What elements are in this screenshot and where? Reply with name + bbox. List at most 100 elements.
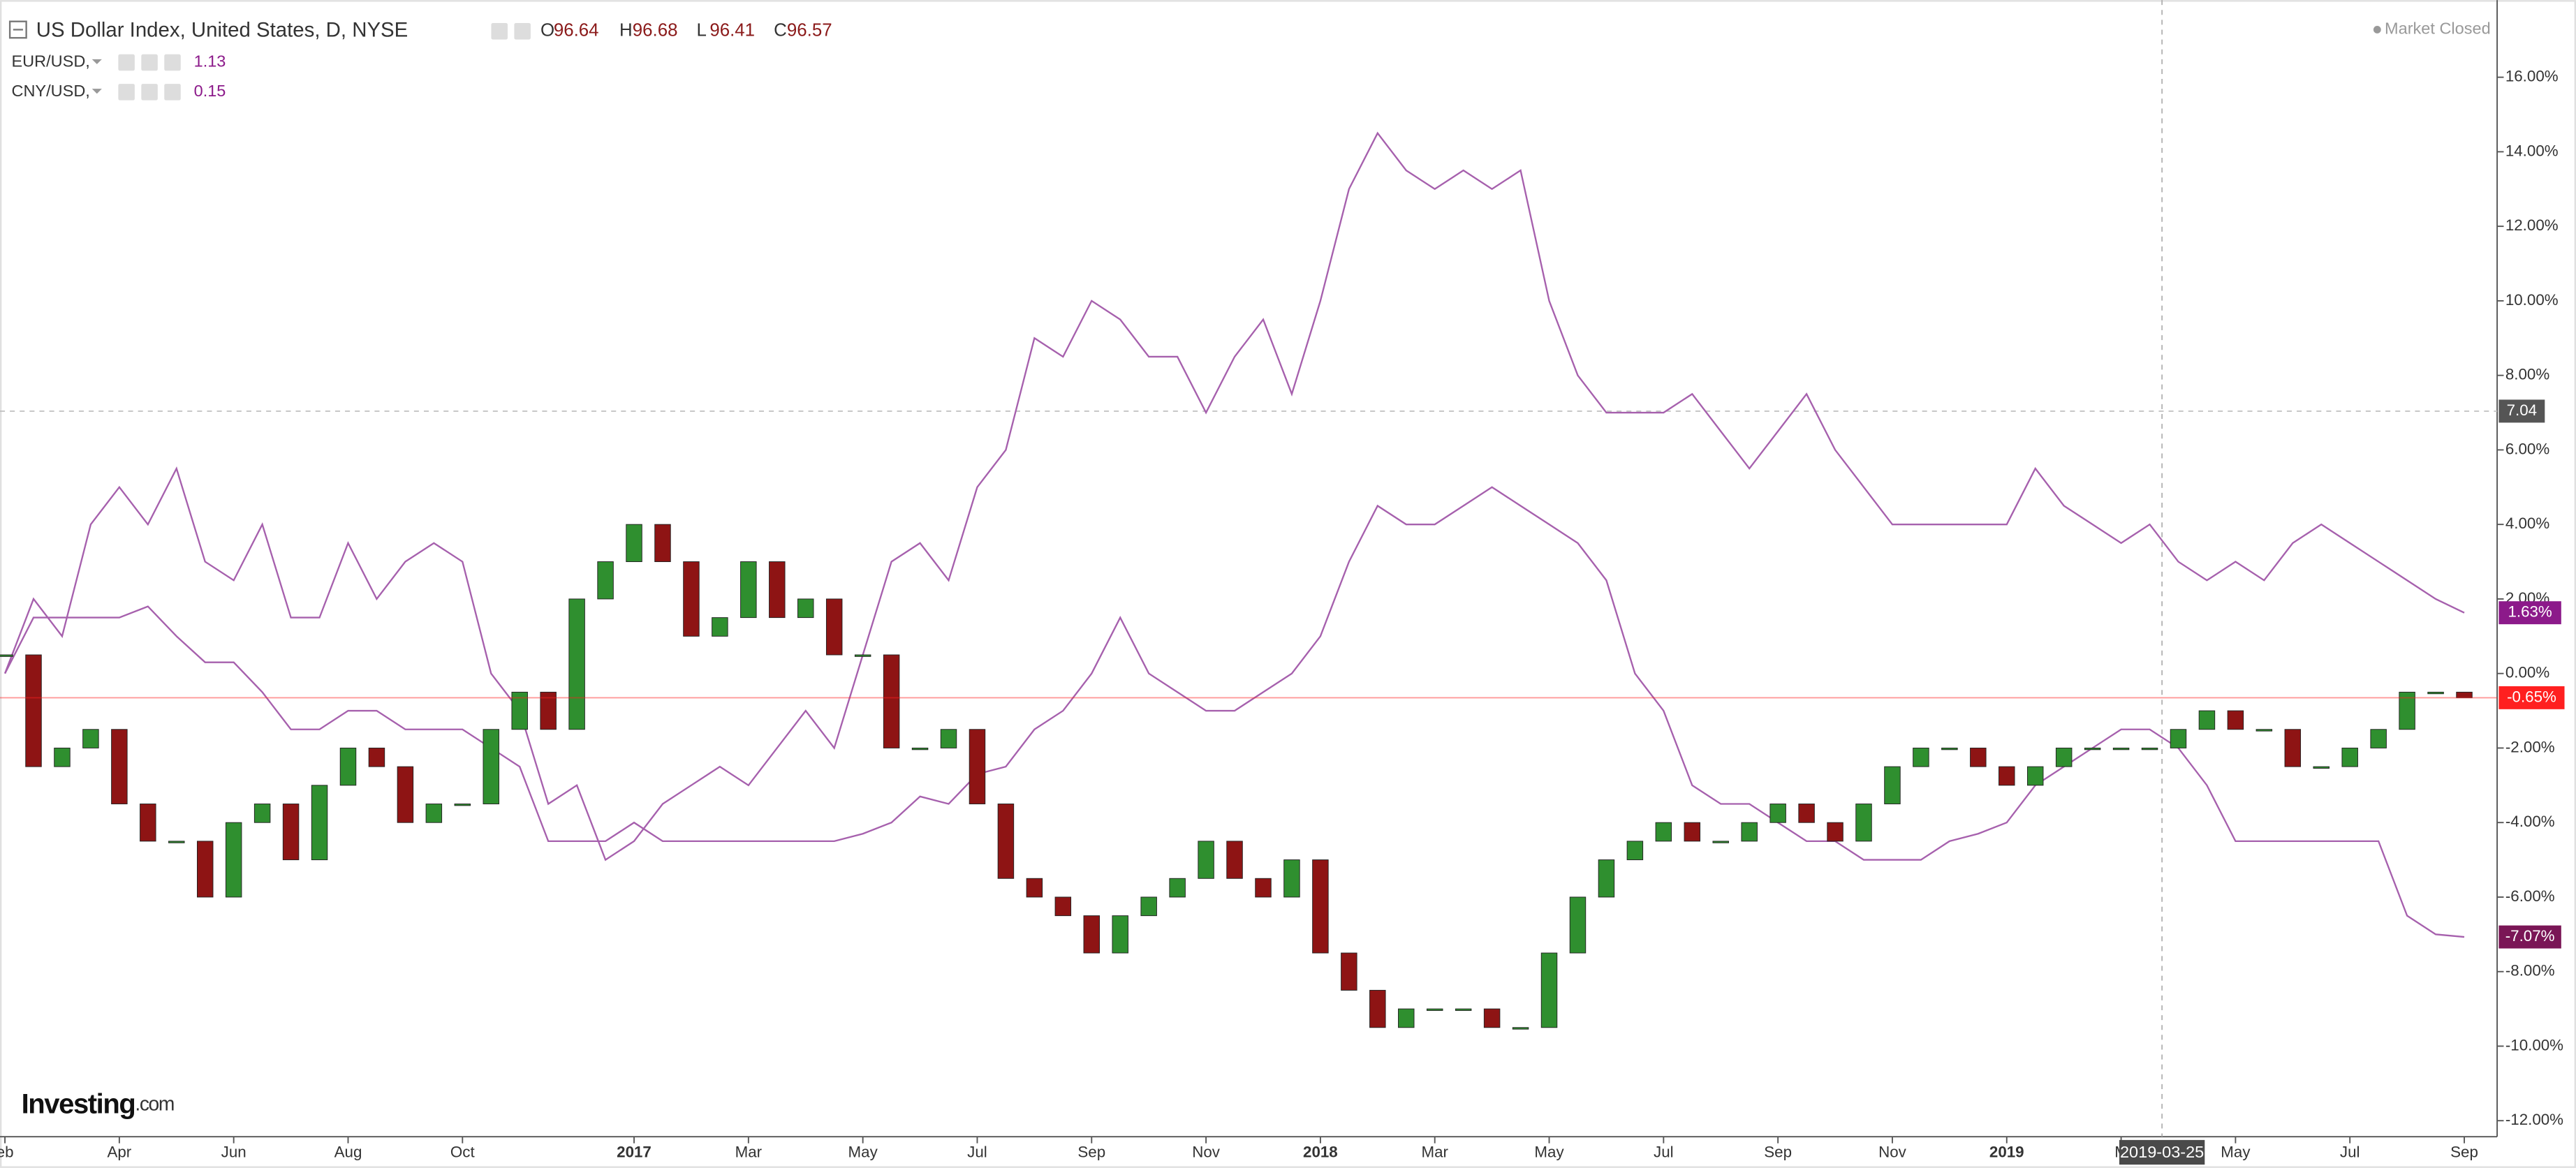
candle — [2456, 691, 2473, 698]
candle — [1341, 952, 1357, 991]
legend: EUR/USD, 1.13 CNY/USD, 0.15 — [11, 52, 226, 101]
crosshair-label: 2019-03-25 — [2120, 1143, 2204, 1161]
candle — [2026, 766, 2044, 786]
candle — [2399, 691, 2415, 730]
candle — [1198, 841, 1214, 879]
x-tick-label: Apr — [107, 1144, 131, 1161]
legend-dropdown — [91, 89, 102, 94]
price-line-label: 7.04 — [2507, 401, 2538, 419]
candle — [1054, 896, 1072, 917]
collapse-icon[interactable] — [8, 20, 27, 39]
candle — [253, 804, 271, 823]
candle — [1026, 878, 1043, 898]
plot — [0, 131, 2498, 1030]
candle — [1655, 822, 1672, 842]
legend-dropdown — [91, 59, 102, 64]
candle — [825, 598, 843, 656]
candle — [2198, 710, 2216, 730]
candle — [2370, 729, 2387, 748]
ohlc-key: L — [697, 21, 707, 40]
logo-main: Investing — [22, 1088, 135, 1119]
last-price-label: -0.65% — [2507, 688, 2556, 705]
x-tick-label: eb — [0, 1144, 13, 1161]
y-tick-label: -6.00% — [2505, 887, 2555, 905]
legend-icon — [118, 54, 135, 71]
candle — [282, 804, 300, 861]
ohlc-value: 96.41 — [709, 21, 755, 40]
x-tick-label: 2018 — [1303, 1144, 1338, 1161]
ohlc-value: 96.68 — [633, 21, 678, 40]
candle — [311, 785, 328, 861]
ohlc-key: C — [774, 21, 787, 40]
candle — [1970, 747, 1987, 767]
candle — [1712, 841, 1729, 843]
candle — [940, 729, 957, 748]
legend-icon — [141, 84, 158, 101]
candle — [1226, 841, 1243, 879]
last-value-label: 1.63% — [2508, 603, 2552, 621]
y-tick-label: 12.00% — [2505, 216, 2559, 234]
series-line — [3, 131, 2465, 862]
ohlc: O96.64 H 96.68 L 96.41 C 96.57 — [491, 21, 832, 40]
legend-icon — [164, 54, 181, 71]
candle — [1455, 1008, 1472, 1011]
candle — [2227, 710, 2244, 730]
candle — [1369, 989, 1386, 1028]
candle — [2427, 691, 2444, 695]
crosshair-box — [2119, 1139, 2205, 1165]
candle — [1540, 952, 1558, 1028]
chart-title: US Dollar Index, United States, D, NYSE — [36, 19, 409, 42]
last-value-box — [2498, 925, 2561, 949]
x-tick-label: Jul — [1654, 1144, 1674, 1161]
y-tick-label: -12.00% — [2505, 1111, 2563, 1128]
candle — [1140, 896, 1157, 917]
candle — [2341, 747, 2358, 767]
candle — [1398, 1008, 1415, 1028]
candle — [111, 729, 128, 804]
candle — [854, 654, 871, 657]
y-tick-label: 16.00% — [2505, 68, 2559, 85]
x-tick-label: 2017 — [617, 1144, 652, 1161]
legend-value: 1.13 — [194, 52, 226, 71]
settings-icon — [491, 23, 508, 40]
candle — [2055, 747, 2073, 767]
candle — [769, 561, 786, 619]
candle — [368, 747, 385, 767]
candle — [1913, 747, 1929, 767]
logo-suffix: .com — [135, 1093, 174, 1115]
candle — [1483, 1008, 1501, 1028]
y-tick-label: -4.00% — [2505, 813, 2555, 830]
candle — [54, 747, 71, 767]
candle — [2141, 747, 2158, 751]
legend-icon — [164, 84, 181, 101]
candle — [454, 804, 471, 806]
legend-icon — [141, 54, 158, 71]
x-tick-label: May — [2221, 1144, 2251, 1161]
candle — [2112, 747, 2130, 751]
candle — [712, 617, 728, 637]
y-tick-label: 10.00% — [2505, 291, 2559, 309]
candle — [2084, 747, 2101, 751]
candle — [2170, 729, 2187, 748]
x-tick-label: Oct — [450, 1144, 476, 1161]
candle — [1083, 915, 1101, 954]
candle — [511, 691, 528, 730]
y-tick-label: 8.00% — [2505, 366, 2549, 383]
x-tick-label: Mar — [1421, 1144, 1448, 1161]
candle — [1769, 804, 1786, 823]
ohlc-key: O — [540, 21, 554, 40]
candle — [1855, 804, 1872, 842]
candle — [339, 747, 357, 786]
candle — [1426, 1008, 1443, 1011]
candle — [2313, 766, 2330, 769]
y-tick-label: -10.00% — [2505, 1036, 2563, 1054]
candle — [1827, 822, 1843, 842]
y-tick-label: -8.00% — [2505, 962, 2555, 980]
x-tick-label: Mar — [735, 1144, 763, 1161]
candle — [2255, 729, 2273, 732]
x-tick-label: Jul — [967, 1144, 987, 1161]
candle — [2284, 729, 2302, 767]
axis-labels: 16.00% 14.00% 12.00% 10.00% 8.00% 6.00% 4.00% 2… — [0, 68, 2565, 1161]
logo: Investing.com — [22, 1088, 174, 1119]
